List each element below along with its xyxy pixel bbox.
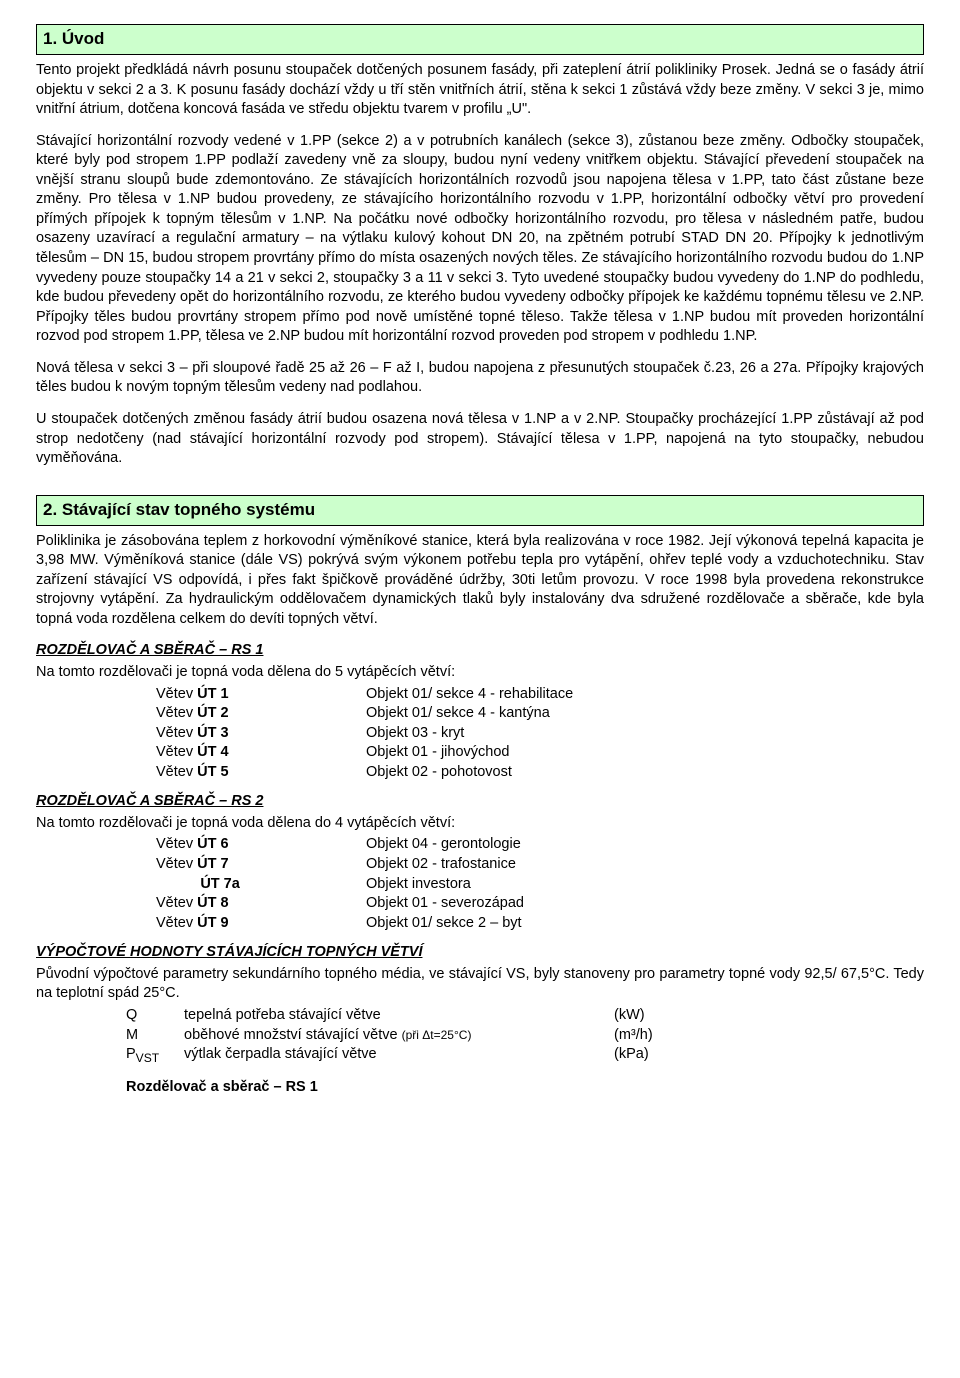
rs1-intro: Na tomto rozdělovači je topná voda dělen… <box>36 663 924 683</box>
branch-bold: ÚT 9 <box>197 915 228 931</box>
branch-desc: Objekt 03 - kryt <box>366 724 924 744</box>
section-1-p2: Stávající horizontální rozvody vedené v … <box>36 132 924 347</box>
branch-row: Větev ÚT 9 Objekt 01/ sekce 2 – byt <box>156 914 924 934</box>
branch-row: Větev ÚT 5 Objekt 02 - pohotovost <box>156 763 924 783</box>
param-label: výtlak čerpadla stávající větve <box>184 1045 614 1066</box>
param-symbol: PVST <box>126 1045 184 1066</box>
branch-row: Větev ÚT 4 Objekt 01 - jihovýchod <box>156 743 924 763</box>
branch-row: Větev ÚT 3 Objekt 03 - kryt <box>156 724 924 744</box>
calc-intro: Původní výpočtové parametry sekundárního… <box>36 965 924 1004</box>
branch-row: ÚT 7a Objekt investora <box>156 875 924 895</box>
section-2-header: 2. Stávající stav topného systému <box>36 495 924 526</box>
section-1-header: 1. Úvod <box>36 24 924 55</box>
branch-desc: Objekt 01 - severozápad <box>366 894 924 914</box>
branch-row: Větev ÚT 1 Objekt 01/ sekce 4 - rehabili… <box>156 685 924 705</box>
branch-desc: Objekt 01/ sekce 4 - rehabilitace <box>366 685 924 705</box>
branch-bold: ÚT 3 <box>197 725 228 741</box>
branch-bold: ÚT 5 <box>197 764 228 780</box>
branch-bold: ÚT 7a <box>200 876 240 892</box>
branch-desc: Objekt 01/ sekce 2 – byt <box>366 914 924 934</box>
section-2-p1: Poliklinika je zásobována teplem z horko… <box>36 532 924 630</box>
branch-bold: ÚT 4 <box>197 744 228 760</box>
branch-bold: ÚT 7 <box>197 856 228 872</box>
branch-prefix: Větev <box>156 686 197 702</box>
rs2-intro: Na tomto rozdělovači je topná voda dělen… <box>36 814 924 834</box>
rs1-branch-list: Větev ÚT 1 Objekt 01/ sekce 4 - rehabili… <box>156 685 924 783</box>
branch-prefix: Větev <box>156 856 197 872</box>
section-1-p3: Nová tělesa v sekci 3 – při sloupové řad… <box>36 359 924 398</box>
param-unit: (kPa) <box>614 1045 924 1066</box>
param-row: M oběhové množství stávající větve (při … <box>126 1026 924 1046</box>
branch-prefix: Větev <box>156 764 197 780</box>
param-list: Q tepelná potřeba stávající větve (kW) M… <box>126 1006 924 1066</box>
branch-prefix <box>156 876 200 892</box>
branch-desc: Objekt 01 - jihovýchod <box>366 743 924 763</box>
branch-bold: ÚT 2 <box>197 705 228 721</box>
param-row: Q tepelná potřeba stávající větve (kW) <box>126 1006 924 1026</box>
branch-bold: ÚT 1 <box>197 686 228 702</box>
rs2-heading: ROZDĚLOVAČ A SBĚRAČ – RS 2 <box>36 792 924 812</box>
branch-row: Větev ÚT 2 Objekt 01/ sekce 4 - kantýna <box>156 704 924 724</box>
branch-desc: Objekt 01/ sekce 4 - kantýna <box>366 704 924 724</box>
param-label: oběhové množství stávající větve (při Δt… <box>184 1026 614 1046</box>
branch-prefix: Větev <box>156 725 197 741</box>
param-symbol: Q <box>126 1006 184 1026</box>
branch-prefix: Větev <box>156 705 197 721</box>
branch-row: Větev ÚT 7 Objekt 02 - trafostanice <box>156 855 924 875</box>
branch-desc: Objekt 02 - pohotovost <box>366 763 924 783</box>
branch-desc: Objekt investora <box>366 875 924 895</box>
rs1-heading: ROZDĚLOVAČ A SBĚRAČ – RS 1 <box>36 641 924 661</box>
branch-desc: Objekt 04 - gerontologie <box>366 835 924 855</box>
branch-desc: Objekt 02 - trafostanice <box>366 855 924 875</box>
document-page: 1. Úvod Tento projekt předkládá návrh po… <box>0 0 960 1138</box>
branch-prefix: Větev <box>156 915 197 931</box>
param-unit: (kW) <box>614 1006 924 1026</box>
calc-heading: VÝPOČTOVÉ HODNOTY STÁVAJÍCÍCH TOPNÝCH VĚ… <box>36 943 924 963</box>
param-row: PVST výtlak čerpadla stávající větve (kP… <box>126 1045 924 1066</box>
rs2-branch-list: Větev ÚT 6 Objekt 04 - gerontologie Věte… <box>156 835 924 933</box>
param-unit: (m³/h) <box>614 1026 924 1046</box>
section-1-p1: Tento projekt předkládá návrh posunu sto… <box>36 61 924 120</box>
branch-row: Větev ÚT 8 Objekt 01 - severozápad <box>156 894 924 914</box>
branch-prefix: Větev <box>156 836 197 852</box>
param-symbol: M <box>126 1026 184 1046</box>
branch-bold: ÚT 8 <box>197 895 228 911</box>
branch-prefix: Větev <box>156 744 197 760</box>
branch-prefix: Větev <box>156 895 197 911</box>
branch-bold: ÚT 6 <box>197 836 228 852</box>
final-subheading: Rozdělovač a sběrač – RS 1 <box>126 1078 924 1098</box>
section-1-p4: U stoupaček dotčených změnou fasády átri… <box>36 410 924 469</box>
branch-row: Větev ÚT 6 Objekt 04 - gerontologie <box>156 835 924 855</box>
param-label: tepelná potřeba stávající větve <box>184 1006 614 1026</box>
